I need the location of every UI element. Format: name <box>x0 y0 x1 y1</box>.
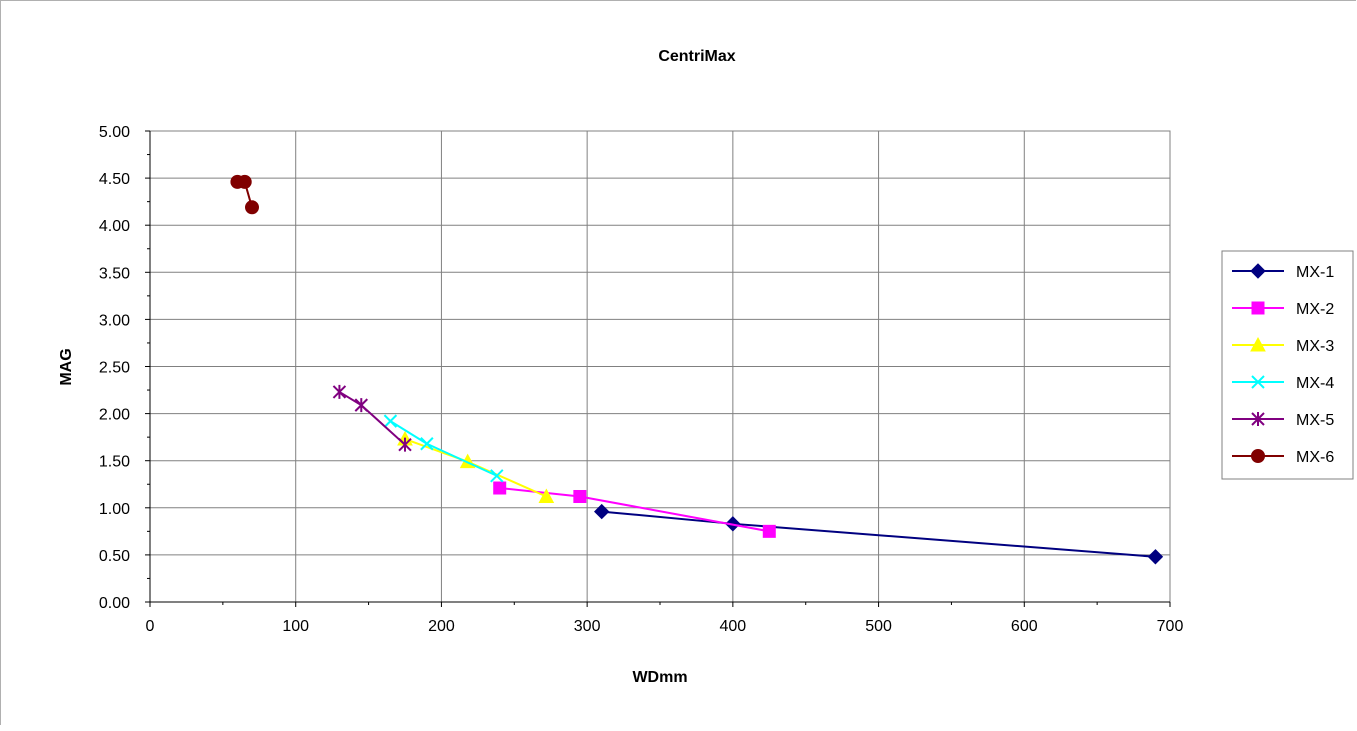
series-line <box>389 420 498 477</box>
data-point <box>490 469 504 483</box>
series-line <box>338 391 406 446</box>
y-tick-label: 5.00 <box>99 124 130 141</box>
data-point <box>762 524 776 538</box>
grid-layer <box>150 131 1170 602</box>
legend-marker <box>1250 336 1266 352</box>
data-point <box>594 503 610 520</box>
legend-marker <box>1251 375 1265 389</box>
x-tick-label: 600 <box>1011 618 1038 635</box>
data-point <box>383 414 398 428</box>
chart-title: CentriMax <box>658 48 735 65</box>
data-point <box>332 384 347 399</box>
y-tick-label: 4.00 <box>99 218 130 235</box>
data-point <box>398 437 412 452</box>
y-tick-label: 0.00 <box>99 595 130 612</box>
legend-marker <box>1251 412 1265 426</box>
series-layer <box>230 174 1164 565</box>
y-tick-label: 3.00 <box>99 312 130 329</box>
y-tick-label: 3.50 <box>99 265 130 282</box>
x-axis-title: WDmm <box>632 669 687 686</box>
legend-marker <box>1251 301 1265 315</box>
legend-item-mx-2: MX-2 <box>1232 301 1334 318</box>
legend-marker <box>1251 449 1265 463</box>
series-mx-2 <box>493 481 776 538</box>
y-tick-label: 4.50 <box>99 171 130 188</box>
data-point <box>354 398 368 413</box>
series-mx-6 <box>230 174 259 215</box>
x-tick-label: 500 <box>865 618 892 635</box>
legend-label: MX-1 <box>1296 264 1334 281</box>
data-point <box>237 174 252 189</box>
legend-label: MX-4 <box>1296 375 1334 392</box>
y-tick-label: 1.00 <box>99 501 130 518</box>
legend-item-mx-6: MX-6 <box>1232 449 1334 466</box>
series-mx-4 <box>383 414 504 483</box>
data-point <box>1147 549 1164 565</box>
x-tick-label: 300 <box>574 618 601 635</box>
legend-item-mx-4: MX-4 <box>1232 375 1334 392</box>
legend-item-mx-3: MX-3 <box>1232 336 1334 355</box>
legend-marker <box>1250 263 1266 279</box>
legend-label: MX-3 <box>1296 338 1334 355</box>
legend-item-mx-5: MX-5 <box>1232 412 1334 429</box>
data-point <box>538 488 555 503</box>
x-tick-label: 100 <box>282 618 309 635</box>
legend-label: MX-5 <box>1296 412 1334 429</box>
axis-layer: 0 100 200 300 400 500 600 700 0.00 0.50 1.00 1.50 2.… <box>99 124 1184 635</box>
y-tick-label: 0.50 <box>99 548 130 565</box>
x-tick-label: 0 <box>146 618 155 635</box>
y-tick-label: 2.00 <box>99 407 130 424</box>
legend-item-mx-1: MX-1 <box>1232 263 1334 281</box>
x-tick-label: 200 <box>428 618 455 635</box>
legend: MX-1 MX-2 MX-3 MX-4 MX-5 MX-6 <box>1221 250 1354 480</box>
y-tick-label: 2.50 <box>99 360 130 377</box>
series-mx-5 <box>332 384 412 452</box>
legend-box <box>1221 250 1354 480</box>
legend-label: MX-6 <box>1296 449 1334 466</box>
data-point <box>573 489 587 503</box>
x-tick-label: 700 <box>1157 618 1184 635</box>
data-point <box>420 437 434 451</box>
x-tick-label: 400 <box>720 618 747 635</box>
legend-label: MX-2 <box>1296 301 1334 318</box>
y-axis-title: MAG <box>58 348 75 385</box>
data-point <box>245 200 259 215</box>
y-tick-label: 1.50 <box>99 454 130 471</box>
series-line <box>404 438 547 498</box>
data-point <box>493 481 507 495</box>
